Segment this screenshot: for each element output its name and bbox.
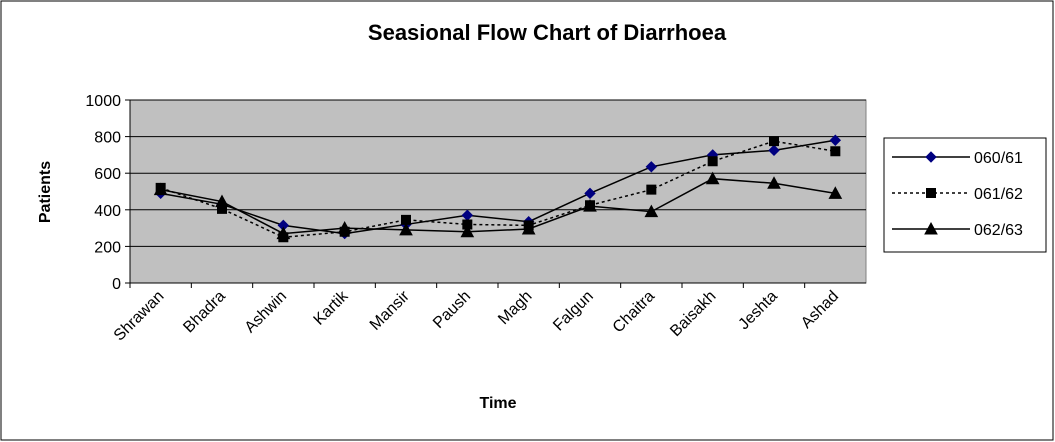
legend-marker (924, 221, 938, 235)
legend-marker (925, 151, 937, 163)
legend-label: 060/61 (974, 150, 1023, 167)
data-point (644, 204, 659, 218)
data-point (830, 146, 841, 157)
data-point (705, 171, 720, 185)
data-point (276, 226, 291, 240)
legend-label: 062/63 (974, 222, 1023, 239)
y-tick-label: 0 (112, 276, 121, 293)
data-point (768, 144, 780, 157)
y-tick-label: 600 (94, 166, 121, 183)
data-point (583, 199, 597, 212)
y-tick-label: 1000 (85, 93, 121, 110)
x-axis-label: Time (479, 395, 516, 412)
series-line (160, 177, 836, 235)
series-line (160, 140, 836, 239)
data-point (462, 219, 473, 230)
data-point (399, 222, 413, 236)
data-point (769, 136, 779, 147)
data-point (829, 134, 842, 146)
chart-title: Seasional Flow Chart of Diarrhoea (368, 20, 727, 45)
series-line (160, 139, 836, 235)
data-point (401, 214, 411, 225)
data-point (707, 156, 718, 167)
plot-area (129, 99, 867, 284)
data-point (645, 161, 658, 173)
data-point (828, 186, 843, 199)
data-point (153, 182, 168, 196)
data-point (646, 184, 657, 195)
data-point (521, 221, 536, 235)
y-tick-label: 200 (94, 239, 121, 256)
data-point (584, 187, 596, 200)
y-axis-label: Patients (37, 161, 54, 223)
y-tick-label: 400 (94, 203, 121, 220)
y-tick-label: 800 (94, 130, 121, 147)
data-point (215, 194, 229, 208)
data-point (460, 224, 475, 238)
legend-label: 061/62 (974, 186, 1023, 203)
legend-marker (926, 188, 936, 198)
data-point (767, 176, 781, 189)
data-point (337, 221, 352, 234)
